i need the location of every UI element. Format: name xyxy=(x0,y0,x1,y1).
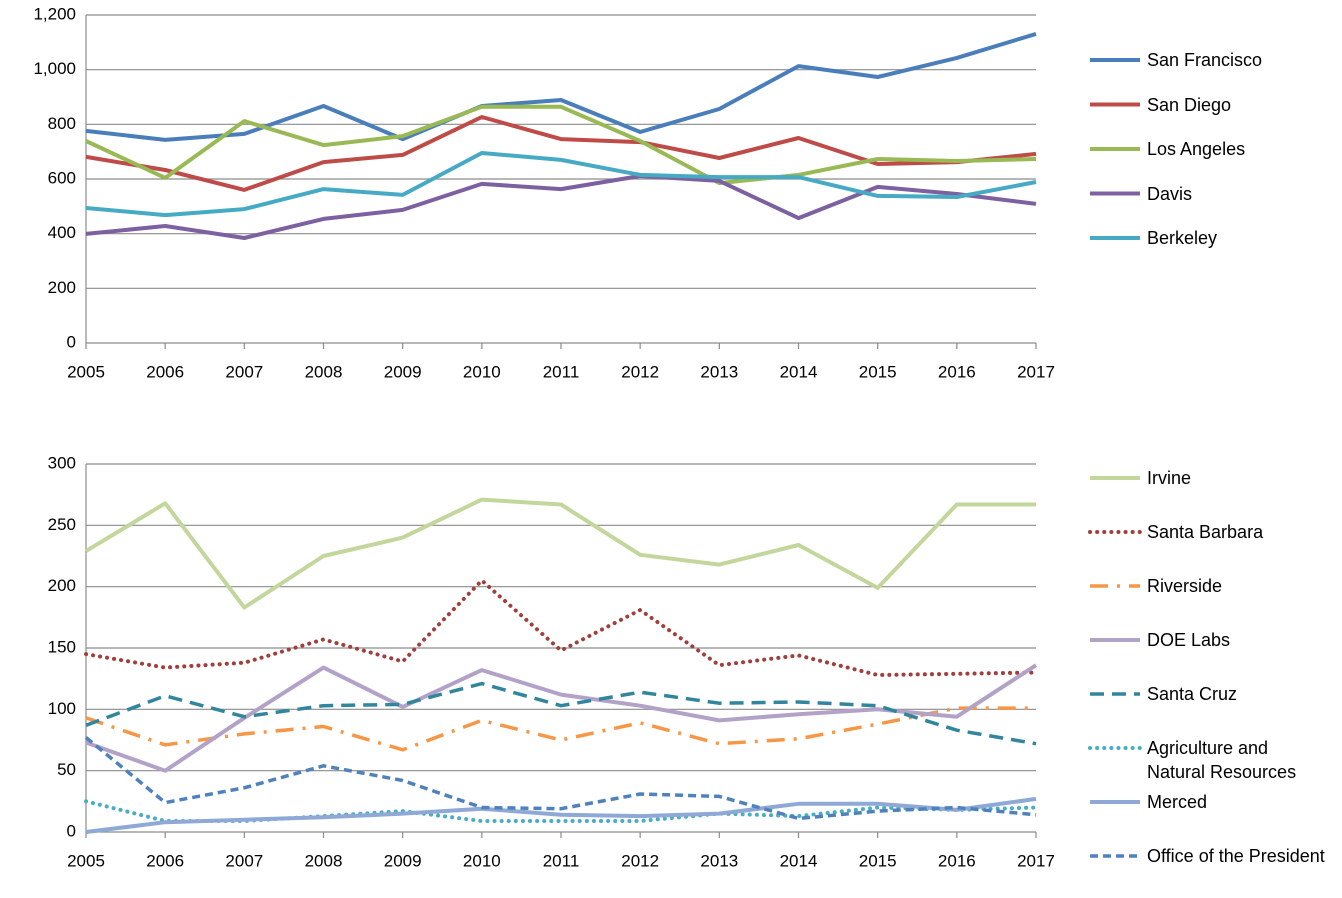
x-tick-label: 2007 xyxy=(225,362,263,381)
y-tick-label: 200 xyxy=(48,278,76,297)
y-tick-label: 200 xyxy=(48,576,76,595)
y-tick-label: 300 xyxy=(48,453,76,472)
y-tick-label: 150 xyxy=(48,637,76,656)
series-line xyxy=(84,497,1036,610)
y-tick-label: 800 xyxy=(48,114,76,133)
y-tick-label: 600 xyxy=(48,168,76,187)
legend-label: Merced xyxy=(1147,792,1208,812)
series-line xyxy=(85,31,1037,142)
x-tick-label: 2009 xyxy=(384,362,422,381)
legend-label: Santa Cruz xyxy=(1147,684,1238,704)
x-tick-label: 2005 xyxy=(67,851,105,870)
x-tick-label: 2014 xyxy=(780,851,818,870)
y-tick-label: 0 xyxy=(67,821,76,840)
x-tick-label: 2007 xyxy=(225,851,263,870)
legend-label: Irvine xyxy=(1147,468,1192,488)
series-line xyxy=(85,151,1037,218)
legend-label: Riverside xyxy=(1147,576,1223,596)
legend-label: Berkeley xyxy=(1147,228,1218,248)
y-tick-label: 1,200 xyxy=(33,4,76,23)
x-tick-label: 2009 xyxy=(384,851,422,870)
series-line xyxy=(85,115,1037,192)
series-line xyxy=(85,796,1037,834)
x-tick-label: 2013 xyxy=(700,851,738,870)
x-tick-label: 2006 xyxy=(146,362,184,381)
x-tick-label: 2005 xyxy=(67,362,105,381)
x-tick-label: 2010 xyxy=(463,851,501,870)
series-line xyxy=(85,681,1037,746)
legend-label: Santa Barbara xyxy=(1147,522,1264,542)
legend-label: Davis xyxy=(1147,183,1193,204)
x-tick-label: 2006 xyxy=(146,851,184,870)
x-tick-label: 2010 xyxy=(463,362,501,381)
y-tick-label: 250 xyxy=(48,515,76,534)
series-line xyxy=(84,578,1038,677)
legend-label: Los Angeles xyxy=(1147,139,1246,159)
x-tick-label: 2017 xyxy=(1017,362,1055,381)
series-line xyxy=(84,799,1038,823)
x-tick-label: 2016 xyxy=(938,362,976,381)
y-tick-label: 0 xyxy=(67,332,76,351)
x-tick-label: 2017 xyxy=(1017,851,1055,870)
y-tick-label: 1,000 xyxy=(33,59,76,78)
x-tick-label: 2011 xyxy=(543,362,580,381)
x-tick-label: 2011 xyxy=(543,851,580,870)
x-tick-label: 2012 xyxy=(621,851,659,870)
y-tick-label: 50 xyxy=(57,760,76,779)
series-line xyxy=(84,736,1037,821)
x-tick-label: 2008 xyxy=(305,851,343,870)
legend-label: San Francisco xyxy=(1147,50,1263,70)
x-tick-label: 2014 xyxy=(780,362,818,381)
series-line xyxy=(85,104,1037,186)
x-tick-label: 2015 xyxy=(859,851,897,870)
series-line xyxy=(85,663,1038,773)
legend-label: DOE Labs xyxy=(1147,630,1231,650)
x-tick-label: 2012 xyxy=(621,362,659,381)
y-tick-label: 100 xyxy=(48,699,76,718)
x-tick-label: 2016 xyxy=(938,851,976,870)
legend-label: San Diego xyxy=(1147,94,1232,115)
x-tick-label: 2015 xyxy=(859,362,897,381)
x-tick-label: 2013 xyxy=(700,362,738,381)
y-tick-label: 400 xyxy=(48,223,76,242)
legend-label: Office of the President xyxy=(1147,846,1325,866)
legend-label: Agriculture and Natural Resources xyxy=(1147,738,1297,782)
series-line xyxy=(85,174,1037,240)
x-tick-label: 2008 xyxy=(305,362,343,381)
series-line xyxy=(85,706,1036,752)
